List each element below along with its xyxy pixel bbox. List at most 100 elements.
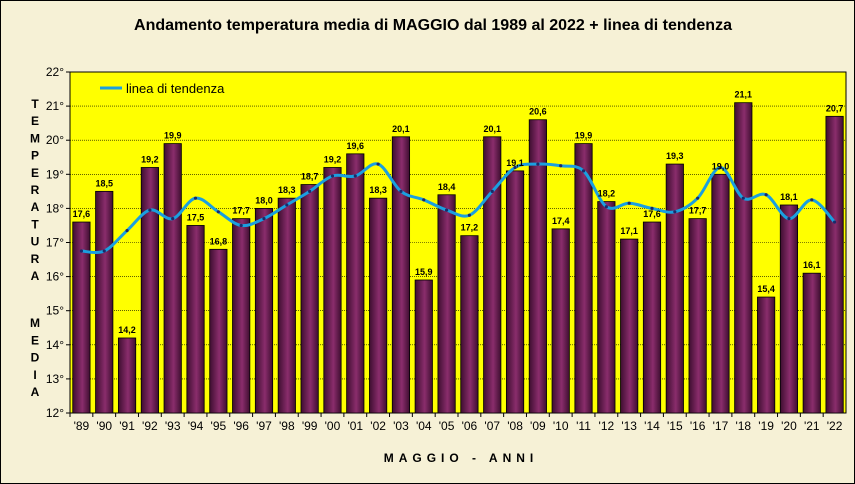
bar-value-label: 19,9 bbox=[575, 131, 593, 141]
trend-point bbox=[810, 198, 814, 202]
legend: linea di tendenza bbox=[100, 81, 225, 96]
bar bbox=[642, 221, 662, 414]
bar-value-label: 17,2 bbox=[461, 223, 479, 233]
trend-point bbox=[490, 189, 494, 193]
y-axis-label-letter: E bbox=[31, 114, 39, 128]
bar bbox=[209, 248, 228, 414]
y-axis-label-letter: D bbox=[31, 351, 40, 365]
bar-value-label: 19,1 bbox=[506, 158, 524, 168]
x-tick-label: '07 bbox=[484, 419, 500, 433]
value-label-layer: 17,6 18,5 14,2 19,2 19,9 17,5 16,8 17,7 18,0 18,3… bbox=[73, 90, 844, 335]
bar bbox=[391, 136, 411, 414]
bar-value-label: 18,3 bbox=[369, 185, 387, 195]
bar-value-label: 15,9 bbox=[415, 267, 433, 277]
trend-point bbox=[125, 228, 129, 233]
bar-value-label: 17,6 bbox=[643, 209, 661, 219]
x-tick-label: '11 bbox=[576, 419, 591, 433]
bar-value-label: 17,7 bbox=[232, 206, 250, 216]
bar-value-label: 16,1 bbox=[803, 260, 821, 270]
bar-value-label: 19,2 bbox=[141, 154, 159, 164]
bar-value-label: 17,1 bbox=[620, 226, 638, 236]
y-axis-ticks: 12° 13° 14° 15° 16° 17° 18° 19° 20° 21° 22° bbox=[46, 65, 70, 420]
x-tick-label: '96 bbox=[233, 419, 249, 433]
bar bbox=[574, 143, 593, 414]
trend-point bbox=[581, 169, 586, 173]
trend-line bbox=[81, 162, 836, 255]
bar bbox=[620, 238, 639, 414]
trend-point bbox=[79, 249, 84, 253]
bar bbox=[232, 218, 251, 414]
trend-point bbox=[444, 208, 449, 212]
x-tick-label: '91 bbox=[119, 419, 135, 433]
bar bbox=[757, 296, 776, 414]
bar-value-label: 18,5 bbox=[95, 178, 113, 188]
bar-layer bbox=[72, 102, 844, 414]
x-tick-label: '20 bbox=[781, 419, 797, 433]
x-tick-label: '13 bbox=[621, 419, 637, 433]
x-tick-label: '97 bbox=[256, 419, 272, 433]
trend-point bbox=[376, 162, 380, 166]
x-tick-label: '01 bbox=[347, 419, 363, 433]
x-tick-label: '21 bbox=[804, 419, 820, 433]
bar bbox=[254, 207, 274, 414]
x-tick-label: '94 bbox=[188, 419, 204, 433]
x-tick-label: '00 bbox=[325, 419, 341, 433]
trend-point bbox=[148, 208, 152, 212]
bar bbox=[277, 197, 296, 414]
bar-value-label: 19,6 bbox=[347, 141, 365, 151]
bar bbox=[505, 170, 525, 414]
bar-value-label: 18,1 bbox=[780, 192, 798, 202]
y-axis-label-letter: U bbox=[31, 235, 40, 249]
y-tick-label: 18° bbox=[46, 201, 64, 215]
y-axis-label-letter: T bbox=[31, 97, 39, 111]
y-axis-label-letter: A bbox=[31, 269, 40, 283]
bar bbox=[300, 184, 319, 414]
trend-point bbox=[330, 174, 335, 178]
trend-point bbox=[285, 203, 289, 207]
x-tick-label: '15 bbox=[667, 419, 683, 433]
bar-value-label: 19,9 bbox=[164, 131, 182, 141]
y-tick-label: 17° bbox=[46, 236, 64, 250]
x-tick-label: '18 bbox=[735, 419, 751, 433]
bar-value-label: 20,1 bbox=[483, 124, 501, 134]
x-tick-label: '05 bbox=[439, 419, 455, 433]
y-tick-label: 12° bbox=[46, 406, 64, 420]
x-tick-label: '14 bbox=[644, 419, 660, 433]
bar bbox=[346, 153, 365, 414]
bar bbox=[369, 197, 388, 414]
x-tick-label: '09 bbox=[530, 419, 546, 433]
chart-title: Andamento temperatura media di MAGGIO da… bbox=[134, 17, 732, 34]
trend-point bbox=[764, 193, 768, 197]
trend-point bbox=[353, 174, 357, 178]
trend-point bbox=[399, 189, 403, 193]
bar bbox=[779, 204, 799, 414]
y-tick-label: 15° bbox=[46, 304, 64, 318]
bar-value-label: 19,3 bbox=[666, 151, 684, 161]
bar-value-label: 15,4 bbox=[757, 284, 775, 294]
bar bbox=[802, 272, 821, 414]
y-tick-label: 19° bbox=[46, 167, 64, 181]
trend-point bbox=[559, 164, 563, 168]
trend-layer bbox=[79, 162, 837, 255]
trend-point bbox=[696, 196, 700, 200]
trend-point bbox=[171, 217, 175, 221]
bar-value-label: 21,1 bbox=[735, 90, 753, 100]
y-axis-label-letter: M bbox=[30, 316, 40, 330]
x-tick-label: '17 bbox=[713, 419, 729, 433]
bar-value-label: 20,1 bbox=[392, 124, 410, 134]
y-axis-label-letter: T bbox=[31, 217, 39, 231]
trend-point bbox=[193, 196, 198, 200]
x-tick-label: '12 bbox=[599, 419, 615, 433]
y-axis-label-letter: A bbox=[31, 200, 40, 214]
x-tick-label: '10 bbox=[553, 419, 569, 433]
x-tick-label: '16 bbox=[690, 419, 706, 433]
trend-point bbox=[102, 249, 106, 253]
bar-value-label: 18,2 bbox=[598, 189, 616, 199]
bar bbox=[825, 115, 844, 414]
y-axis-label-letter: E bbox=[31, 166, 39, 180]
x-tick-label: '92 bbox=[142, 419, 158, 433]
x-tick-label: '02 bbox=[370, 419, 386, 433]
bar bbox=[163, 143, 182, 414]
bar-value-label: 17,6 bbox=[73, 209, 91, 219]
